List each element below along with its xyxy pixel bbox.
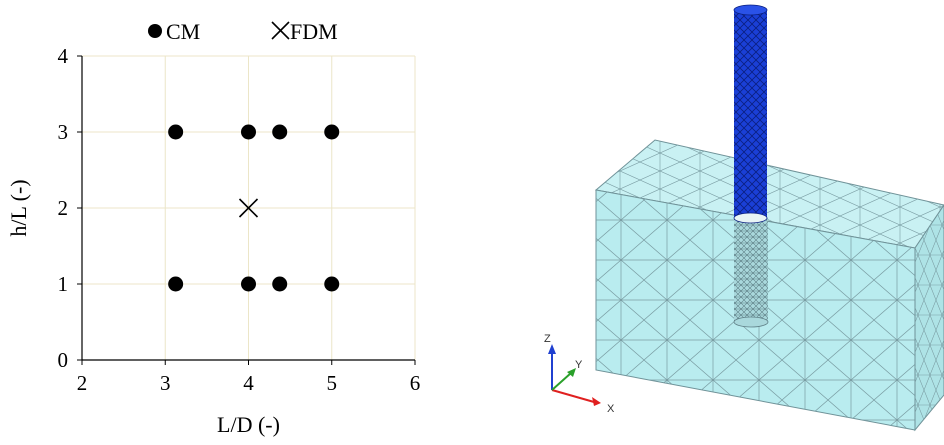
legend-fdm-marker — [271, 21, 290, 40]
y-axis-title: h/L (-) — [6, 179, 31, 236]
soil-side-face-mesh — [915, 205, 944, 430]
exposed-pile — [733, 4, 768, 224]
scatter-chart: 2 3 4 5 6 0 1 2 3 4 L/D (-) h/L (-) CM FDM — [6, 19, 420, 437]
data-point-cm — [272, 276, 288, 292]
y-tick-label: 1 — [58, 272, 69, 296]
data-point-cm — [272, 124, 288, 140]
embedded-pile — [733, 218, 769, 328]
y-tick-label: 3 — [58, 120, 69, 144]
legend-fdm-label: FDM — [290, 19, 338, 44]
coordinate-triad: Z Y X — [544, 333, 615, 415]
data-point-cm — [168, 276, 184, 292]
y-tick-label: 4 — [58, 44, 69, 68]
chart-axes — [77, 55, 416, 365]
y-tick-label: 2 — [58, 196, 69, 220]
x-tick-label: 5 — [327, 371, 338, 395]
x-tick-label: 6 — [410, 371, 421, 395]
data-point-cm — [168, 124, 184, 140]
y-tick-label: 0 — [58, 348, 69, 372]
x-tick-label: 4 — [243, 371, 254, 395]
triad-y-label: Y — [575, 359, 583, 371]
data-point-cm — [241, 124, 256, 140]
triad-x-label: X — [607, 403, 615, 415]
data-points — [168, 124, 340, 292]
data-point-fdm — [238, 198, 259, 218]
legend: CM FDM — [148, 19, 338, 44]
x-axis-title: L/D (-) — [217, 412, 280, 437]
data-point-cm — [324, 276, 340, 292]
x-tick-label: 2 — [77, 371, 88, 395]
triad-z-label: Z — [544, 333, 551, 345]
soil-top-face-mesh — [596, 140, 944, 248]
legend-cm-label: CM — [166, 19, 200, 44]
data-point-cm — [324, 124, 340, 140]
legend-cm-marker — [148, 24, 162, 38]
tick-labels: 2 3 4 5 6 0 1 2 3 4 — [58, 44, 421, 395]
pile-soil-model-render: Z Y X — [544, 4, 944, 432]
x-tick-label: 3 — [160, 371, 171, 395]
data-point-cm — [241, 276, 256, 292]
